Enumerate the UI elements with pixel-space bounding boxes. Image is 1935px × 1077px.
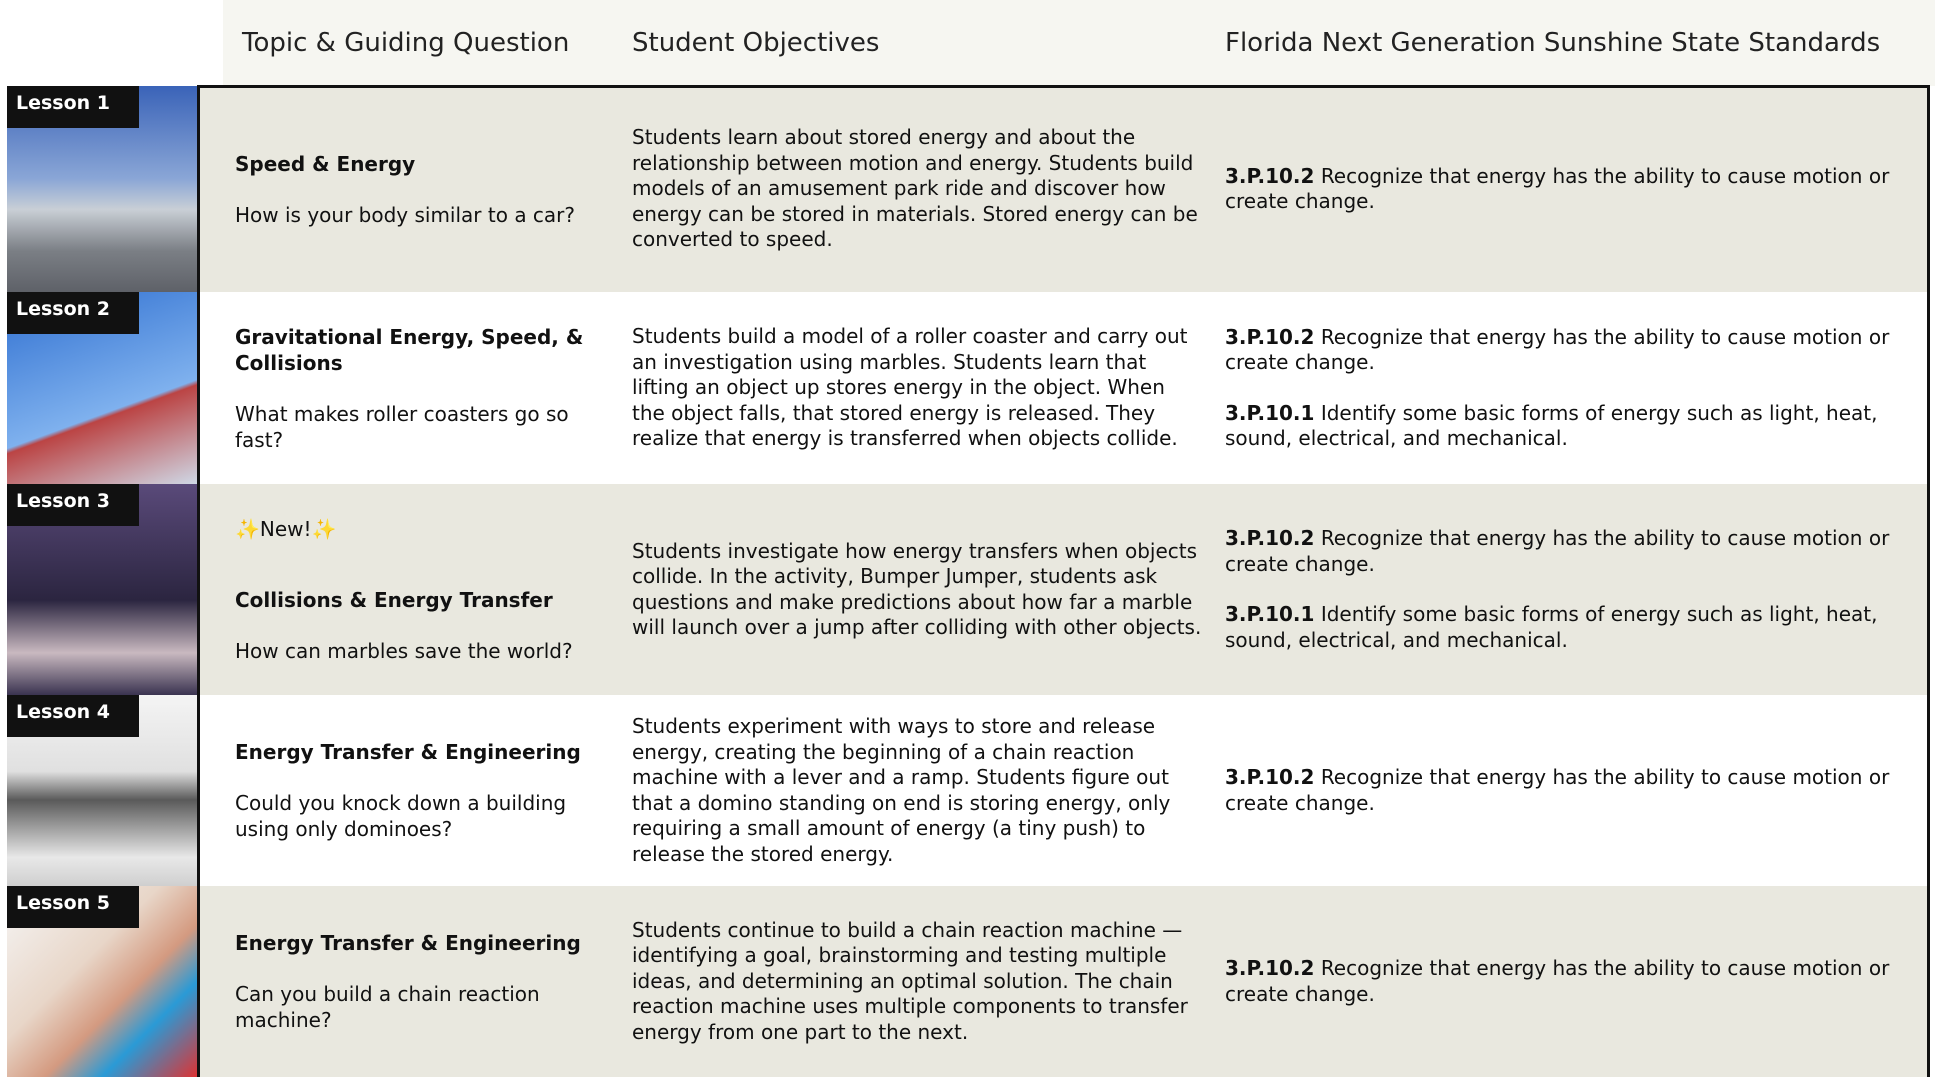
objectives: Students continue to build a chain react… [632,917,1188,1044]
standards-cell: 3.P.10.2 Recognize that energy has the a… [1225,484,1925,695]
lesson-label: Lesson 2 [7,292,139,334]
standard-code: 3.P.10.2 [1225,163,1315,188]
standard-code: 3.P.10.1 [1225,602,1315,626]
topic-cell: ✨New!✨ Collisions & Energy Transfer How ca… [235,484,595,695]
standard-code: 3.P.10.2 [1225,526,1315,550]
standard-code: 3.P.10.1 [1225,400,1315,425]
standards-cell: 3.P.10.2 Recognize that energy has the a… [1225,86,1925,292]
standard-code: 3.P.10.2 [1225,956,1315,980]
objectives: Students build a model of a roller coast… [632,324,1188,451]
header: Topic & Guiding Question Student Objecti… [223,0,1935,86]
standard-text: Identify some basic forms of energy such… [1225,400,1878,451]
standard-text: Recognize that energy has the ability to… [1225,324,1890,375]
topic-cell: Energy Transfer & Engineering Could you k… [235,695,595,886]
standard-text: Identify some basic forms of energy such… [1225,602,1878,652]
guiding-question: Could you knock down a building using on… [235,791,567,841]
topic-title: Energy Transfer & Engineering [235,931,581,955]
row-cells: ✨New!✨ Collisions & Energy Transfer How ca… [197,484,1930,695]
lesson-row: Energy Transfer & Engineering Could you k… [0,695,1930,886]
standards-cell: 3.P.10.2 Recognize that energy has the a… [1225,886,1925,1077]
objectives: Students investigate how energy transfer… [632,538,1202,640]
row-cells: Energy Transfer & Engineering Can you bui… [197,886,1930,1077]
objectives-cell: Students continue to build a chain react… [632,886,1202,1077]
guiding-question: How can marbles save the world? [235,638,573,663]
guiding-question: What makes roller coasters go so fast? [235,401,569,452]
topic-cell: Speed & Energy How is your body similar t… [235,86,595,292]
objectives-cell: Students experiment with ways to store a… [632,695,1202,886]
standards-cell: 3.P.10.2 Recognize that energy has the a… [1225,695,1925,886]
standard-code: 3.P.10.2 [1225,324,1315,349]
objectives-cell: Students build a model of a roller coast… [632,292,1202,484]
lesson-label: Lesson 3 [7,484,139,526]
column-header: Topic & Guiding Question [242,28,570,58]
standard: 3.P.10.2 Recognize that energy has the a… [1225,325,1925,376]
column-header: Student Objectives [632,28,880,58]
topic-cell: Energy Transfer & Engineering Can you bui… [235,886,595,1077]
objectives-cell: Students learn about stored energy and a… [632,86,1202,292]
topic-title: Gravitational Energy, Speed, & Collision… [235,324,584,375]
standard-text: Recognize that energy has the ability to… [1225,526,1890,576]
lesson-label: Lesson 1 [7,86,139,128]
objectives: Students learn about stored energy and a… [632,125,1198,252]
lesson-image: Lesson 1 [7,86,197,292]
new-badge: ✨New!✨ [235,516,337,541]
row-cells: Gravitational Energy, Speed, & Collision… [197,292,1930,484]
objectives: Students experiment with ways to store a… [632,714,1171,866]
lesson-image: Lesson 4 [7,695,197,886]
topic-title: Speed & Energy [235,151,416,176]
lesson-label: Lesson 5 [7,886,139,928]
lesson-row: Energy Transfer & Engineering Can you bui… [0,886,1930,1077]
standard: 3.P.10.2 Recognize that energy has the a… [1225,765,1925,816]
row-cells: Energy Transfer & Engineering Could you k… [197,695,1930,886]
objectives-cell: Students investigate how energy transfer… [632,484,1202,695]
lesson-label: Lesson 4 [7,695,139,737]
lesson-image: Lesson 5 [7,886,197,1077]
standard: 3.P.10.1 Identify some basic forms of en… [1225,602,1925,653]
standard: 3.P.10.2 Recognize that energy has the a… [1225,956,1925,1007]
table-border [197,85,1930,1077]
standard-text: Recognize that energy has the ability to… [1225,163,1890,214]
standards-cell: 3.P.10.2 Recognize that energy has the a… [1225,292,1925,484]
row-cells: Speed & Energy How is your body similar t… [197,86,1930,292]
topic-title: Energy Transfer & Engineering [235,740,581,764]
topic-cell: Gravitational Energy, Speed, & Collision… [235,292,595,484]
column-header: Florida Next Generation Sunshine State S… [1225,28,1881,58]
lesson-image: Lesson 2 [7,292,197,484]
standard-text: Recognize that energy has the ability to… [1225,956,1890,1006]
topic-title: Collisions & Energy Transfer [235,587,553,612]
standard: 3.P.10.2 Recognize that energy has the a… [1225,526,1925,577]
lesson-image: Lesson 3 [7,484,197,695]
guiding-question: How is your body similar to a car? [235,202,576,227]
standard-text: Recognize that energy has the ability to… [1225,765,1890,815]
guiding-question: Can you build a chain reaction machine? [235,982,540,1032]
standard-code: 3.P.10.2 [1225,765,1315,789]
lesson-row: Speed & Energy How is your body similar t… [0,86,1930,292]
standard: 3.P.10.1 Identify some basic forms of en… [1225,401,1925,452]
lesson-row: Gravitational Energy, Speed, & Collision… [0,292,1930,484]
standard: 3.P.10.2 Recognize that energy has the a… [1225,164,1925,215]
lesson-row: ✨New!✨ Collisions & Energy Transfer How ca… [0,484,1930,695]
